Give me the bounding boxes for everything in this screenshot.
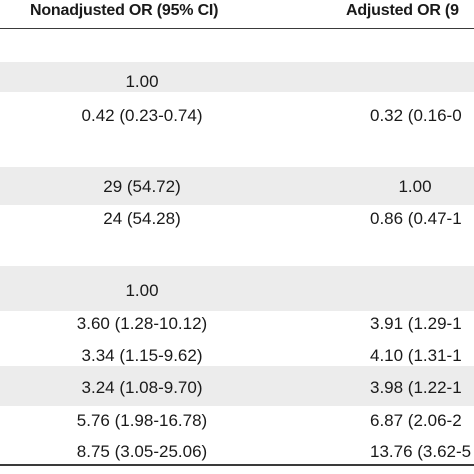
header-adjusted-or: Adjusted OR (9 [346, 2, 459, 19]
table-cell-adjusted: 13.76 (3.62-5 [370, 442, 472, 461]
row-band [0, 266, 474, 311]
table-cell-nonadjusted: 29 (54.72) [103, 177, 181, 196]
table-cell-nonadjusted: 5.76 (1.98-16.78) [76, 411, 208, 430]
table-cell-adjusted: 6.87 (2.06-2 [370, 411, 462, 430]
row-band [0, 366, 474, 406]
table-cell-nonadjusted: 0.42 (0.23-0.74) [81, 106, 203, 125]
table-cell-nonadjusted: 24 (54.28) [103, 209, 181, 228]
table-cell-adjusted: 0.86 (0.47-1 [370, 209, 462, 228]
row-band [0, 167, 474, 205]
header-nonadjusted-or: Nonadjusted OR (95% CI) [30, 2, 219, 19]
table-bottom-rule [0, 464, 474, 466]
row-band [0, 62, 474, 92]
table-cell-adjusted: 3.91 (1.29-1 [370, 314, 462, 333]
table-cell-nonadjusted: 1.00 [125, 281, 159, 300]
table-cell-nonadjusted: 1.00 [125, 72, 159, 91]
table-cell-adjusted: 3.98 (1.22-1 [370, 378, 462, 397]
table-cell-adjusted: 0.32 (0.16-0 [370, 106, 462, 125]
table-cell-nonadjusted: 3.60 (1.28-10.12) [76, 314, 208, 333]
table-cell-nonadjusted: 3.34 (1.15-9.62) [81, 346, 203, 365]
table-cell-adjusted: 1.00 [398, 177, 432, 196]
table-cell-nonadjusted: 8.75 (3.05-25.06) [76, 442, 208, 461]
table-cell-nonadjusted: 3.24 (1.08-9.70) [81, 378, 203, 397]
table-header: Nonadjusted OR (95% CI) Adjusted OR (9 [0, 0, 474, 29]
table-cell-adjusted: 4.10 (1.31-1 [370, 346, 462, 365]
